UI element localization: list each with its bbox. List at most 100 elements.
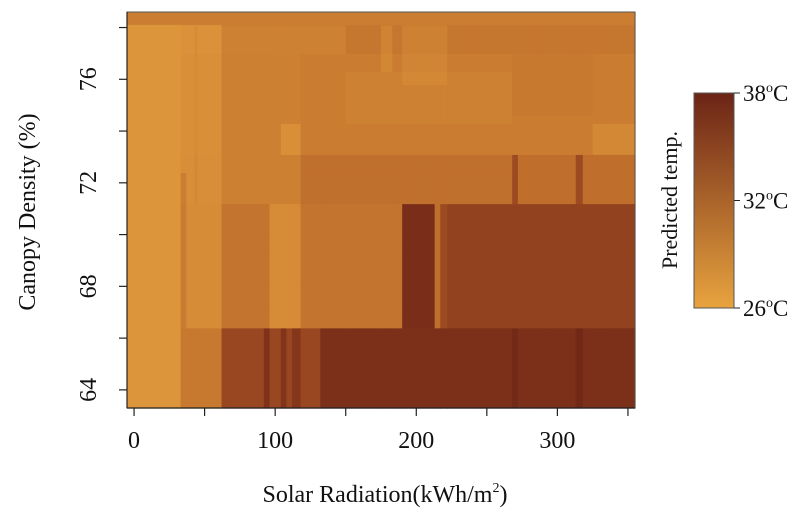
heatmap-cell — [606, 71, 636, 86]
x-tick-label: 200 — [398, 428, 434, 454]
heatmap-cell — [127, 327, 182, 409]
heatmap-cell — [381, 115, 393, 124]
heatmap-cell — [197, 123, 206, 155]
heatmap-cell — [447, 283, 481, 308]
heatmap-cell — [320, 53, 347, 73]
heatmap-cell — [320, 255, 347, 285]
heatmap-cell — [197, 307, 206, 329]
heatmap-cell — [180, 123, 187, 155]
heatmap-cell — [263, 154, 271, 163]
heatmap-cell — [567, 307, 577, 329]
heatmap-cell — [575, 84, 584, 104]
heatmap-cell — [434, 203, 441, 233]
heatmap-cell — [512, 162, 519, 174]
heatmap-cell — [582, 162, 594, 174]
heatmap-cell — [447, 53, 481, 73]
heatmap-cell — [381, 203, 393, 233]
heatmap-cell — [194, 102, 199, 117]
heatmap-cell — [211, 232, 223, 256]
heatmap-cell — [392, 327, 403, 409]
heatmap-cell — [186, 123, 192, 155]
heatmap-cell — [440, 255, 448, 285]
heatmap-cell — [269, 327, 276, 409]
heatmap-cell — [381, 307, 393, 329]
heatmap-cell — [434, 84, 441, 104]
colorbar-gradient — [693, 92, 735, 309]
x-tick-label: 0 — [128, 428, 140, 454]
heatmap-cell — [300, 255, 321, 285]
heatmap-cell — [280, 53, 288, 73]
heatmap-cell — [204, 232, 213, 256]
heatmap-cell — [381, 172, 393, 205]
heatmap-cell — [582, 53, 594, 73]
heatmap-cell — [567, 84, 577, 104]
heatmap-cell — [320, 232, 347, 256]
heatmap-cell — [190, 255, 196, 285]
heatmap-cell — [194, 53, 199, 73]
heatmap-cell — [592, 102, 608, 117]
heatmap-cell — [567, 154, 577, 163]
heatmap-cell — [402, 172, 436, 205]
heatmap-cell — [186, 162, 192, 174]
heatmap-cell — [286, 24, 293, 55]
heatmap-cell — [567, 203, 577, 233]
heatmap-cell — [440, 307, 448, 329]
heatmap-cell — [292, 327, 302, 409]
heatmap-cell — [381, 255, 393, 285]
heatmap-cell — [547, 327, 568, 409]
heatmap-cell — [440, 84, 448, 104]
heatmap-cell — [204, 102, 213, 117]
heatmap-cell — [186, 232, 192, 256]
heatmap-cell — [567, 255, 577, 285]
heatmap-cell — [194, 203, 199, 233]
heatmap-cell — [280, 307, 288, 329]
heatmap-cell — [280, 123, 288, 155]
heatmap-cell — [269, 255, 276, 285]
heatmap-cell — [292, 255, 302, 285]
heatmap-cell — [606, 283, 636, 308]
heatmap-cell — [275, 84, 282, 104]
heatmap-cell — [275, 255, 282, 285]
heatmap-cell — [512, 283, 519, 308]
heatmap-cell — [180, 203, 187, 233]
heatmap-cell — [224, 24, 265, 55]
heatmap-cell — [221, 307, 225, 329]
heatmap-cell — [592, 115, 608, 124]
heatmap-cell — [512, 172, 519, 205]
heatmap-cell — [320, 102, 347, 117]
heatmap-cell — [286, 84, 293, 104]
heatmap-cell — [440, 24, 448, 55]
heatmap-cell — [402, 255, 436, 285]
heatmap-cell — [286, 327, 293, 409]
heatmap-cell — [211, 24, 223, 55]
heatmap-cell — [582, 232, 594, 256]
heatmap-cell — [517, 84, 544, 104]
heatmap-cell — [479, 71, 513, 86]
x-axis-label: Solar Radiation(kWh/m2) — [263, 481, 508, 508]
heatmap-cell — [517, 283, 544, 308]
heatmap-cell — [269, 162, 276, 174]
heatmap-cell — [543, 71, 549, 86]
heatmap-cell — [286, 255, 293, 285]
heatmap-cell — [320, 154, 347, 163]
heatmap-cell — [275, 71, 282, 86]
heatmap-cell — [547, 154, 568, 163]
heatmap-cell — [606, 53, 636, 73]
heatmap-cell — [224, 172, 265, 205]
heatmap-cell — [263, 327, 271, 409]
heatmap-cell — [224, 203, 265, 233]
heatmap-cell — [345, 232, 382, 256]
heatmap-cell — [575, 154, 584, 163]
heatmap-cell — [221, 255, 225, 285]
heatmap-cell — [320, 24, 347, 55]
heatmap-cell — [269, 71, 276, 86]
heatmap-cell — [543, 154, 549, 163]
heatmap-cell — [320, 307, 347, 329]
heatmap-cell — [440, 283, 448, 308]
heatmap-cell — [547, 255, 568, 285]
heatmap-cell — [543, 123, 549, 155]
heatmap-cell — [479, 102, 513, 117]
y-axis: 64 68 72 76 — [76, 12, 128, 408]
heatmap-cell — [547, 203, 568, 233]
heatmap-cell — [286, 283, 293, 308]
